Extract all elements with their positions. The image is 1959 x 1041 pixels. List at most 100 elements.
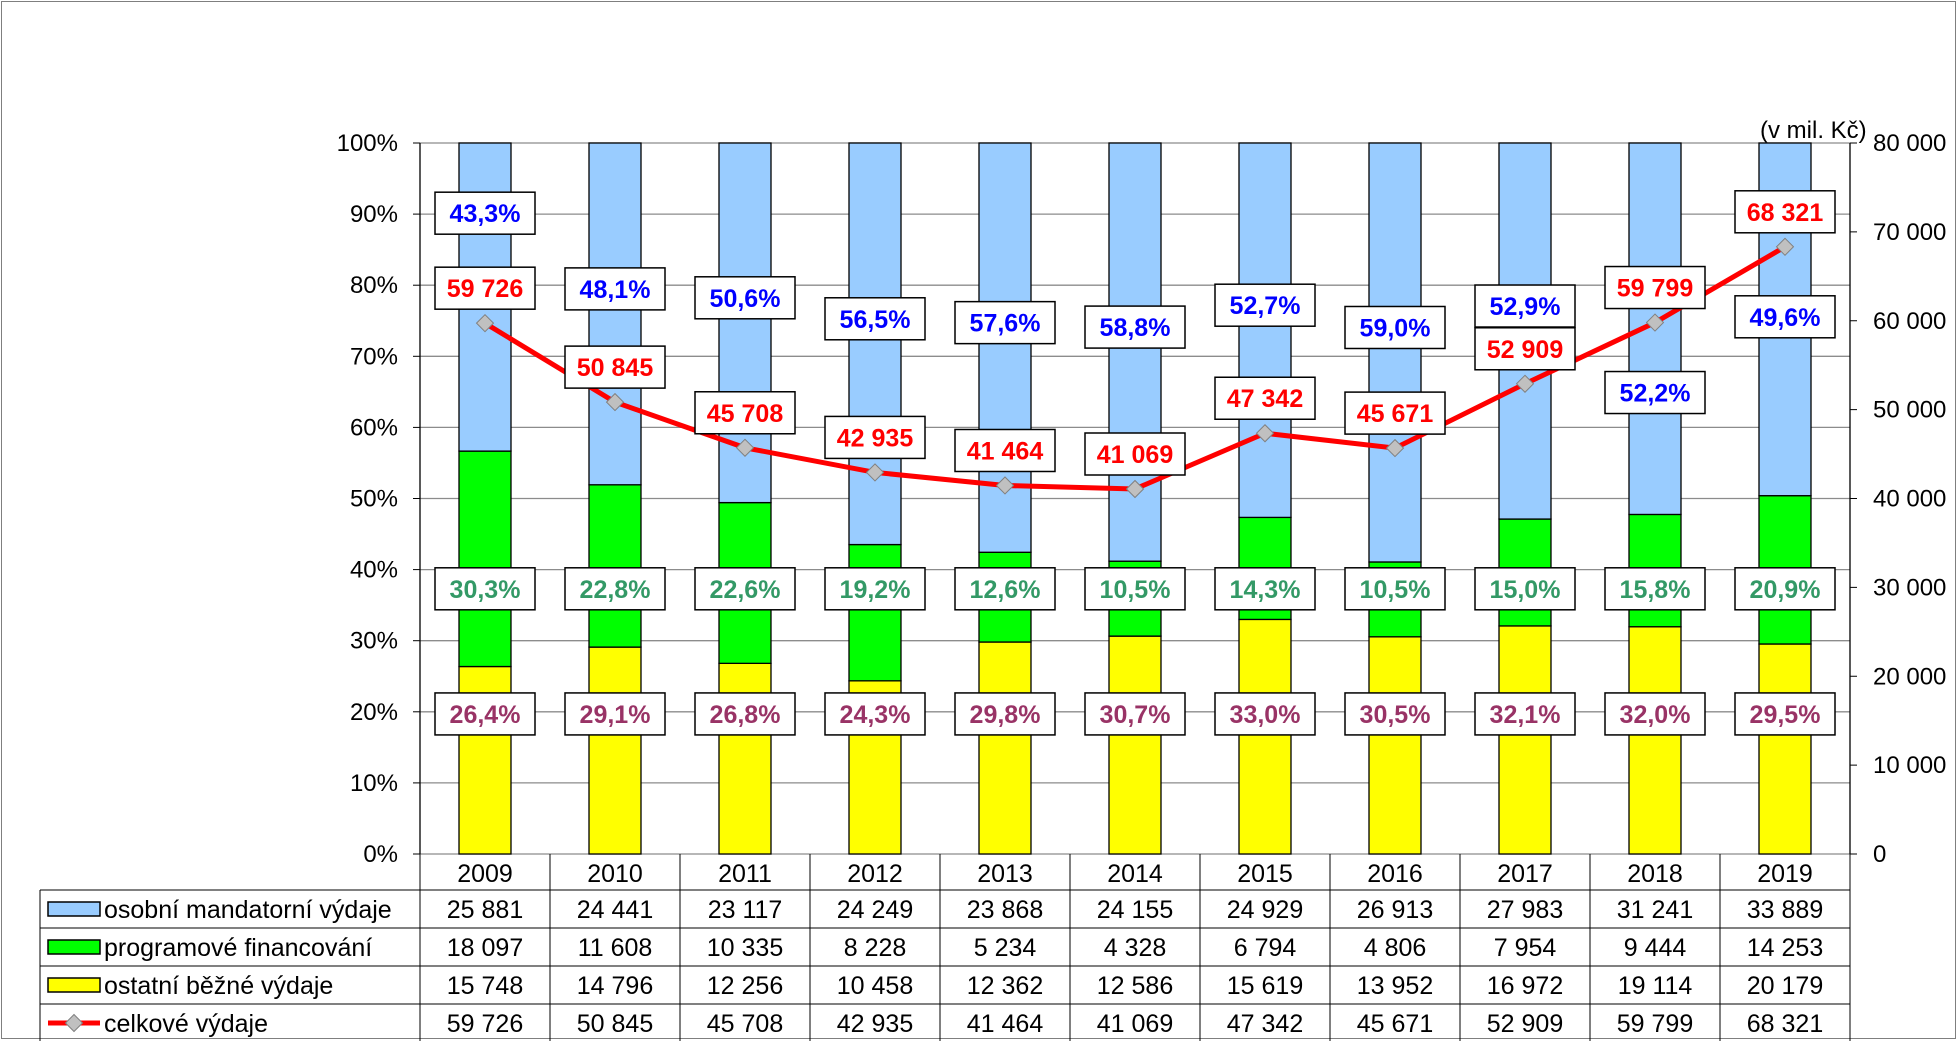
line-point (475, 313, 495, 333)
table-cell: 19 114 (1618, 972, 1693, 1000)
table-cell: 23 868 (967, 896, 1043, 924)
line-value-label-box (434, 266, 536, 310)
percent-label-program-box (824, 567, 926, 611)
bar-segment (1238, 618, 1292, 855)
table-cell: 52 909 (1487, 1010, 1563, 1038)
category-label: 2010 (587, 860, 643, 888)
percent-label-ostatni-box (434, 692, 536, 736)
line-value-label: 45 708 (707, 400, 784, 428)
right-axis-tick-label: 30 000 (1873, 574, 1946, 601)
legend-label: celkové výdaje (104, 1010, 268, 1038)
table-cell: 5 234 (974, 934, 1037, 962)
table-cell: 25 881 (447, 896, 523, 924)
percent-label-program: 22,8% (580, 576, 651, 604)
category-label: 2012 (847, 860, 903, 888)
percent-label-ostatni: 29,8% (970, 701, 1041, 729)
line-value-label-box (1604, 265, 1706, 310)
percent-label-osobni: 56,5% (840, 306, 911, 334)
right-axis-tick-label: 80 000 (1873, 130, 1946, 157)
line-value-label-box (954, 428, 1056, 473)
table-cell: 14 253 (1747, 934, 1823, 962)
percent-label-osobni-box (954, 300, 1056, 345)
percent-label-program: 20,9% (1750, 576, 1821, 604)
percent-label-ostatni: 29,5% (1750, 701, 1821, 729)
line-value-label: 68 321 (1747, 199, 1824, 227)
percent-label-program: 12,6% (970, 576, 1041, 604)
table-cell: 42 935 (837, 1010, 913, 1038)
percent-label-osobni: 58,8% (1100, 314, 1171, 342)
table-cell: 45 708 (707, 1010, 783, 1038)
percent-label-osobni-box (1344, 305, 1446, 350)
line-value-label: 41 069 (1097, 441, 1173, 469)
table-cell: 45 671 (1357, 1010, 1433, 1038)
category-label: 2016 (1367, 860, 1423, 888)
line-point (1125, 479, 1145, 499)
percent-label-ostatni-box (1734, 692, 1836, 736)
right-axis-tick-label: 10 000 (1873, 752, 1946, 779)
bar-segment (1108, 635, 1162, 855)
percent-label-osobni: 52,9% (1490, 293, 1561, 321)
percent-label-ostatni: 30,5% (1360, 701, 1431, 729)
bar-segment (978, 641, 1032, 855)
left-axis-tick-label: 0% (363, 841, 398, 868)
percent-label-program: 15,0% (1490, 576, 1561, 604)
right-axis-tick-label: 70 000 (1873, 219, 1946, 246)
table-cell: 14 796 (577, 972, 653, 1000)
bar-segment (588, 484, 642, 648)
left-axis-tick-label: 40% (350, 557, 398, 584)
percent-label-program: 14,3% (1230, 576, 1301, 604)
table-cell: 12 362 (967, 972, 1043, 1000)
left-axis-tick-label: 80% (350, 272, 398, 299)
table-cell: 6 794 (1234, 934, 1297, 962)
table-cell: 4 806 (1364, 934, 1427, 962)
percent-label-program-box (434, 567, 536, 611)
right-axis-tick-label: 50 000 (1873, 397, 1946, 424)
category-label: 2017 (1497, 860, 1553, 888)
legend-key (47, 977, 101, 993)
legend-key (47, 901, 101, 917)
line-point (1255, 424, 1275, 443)
table-cell: 27 983 (1487, 896, 1563, 924)
table-cell: 12 256 (707, 972, 783, 1000)
table-cell: 15 748 (447, 972, 523, 1000)
bar-segment (588, 142, 642, 486)
table-cell: 20 179 (1747, 972, 1823, 1000)
bar-segment (1368, 636, 1422, 855)
table-cell: 31 241 (1617, 896, 1693, 924)
line-value-label-box (1084, 432, 1186, 476)
percent-label-ostatni-box (824, 692, 926, 736)
left-axis-tick-label: 90% (350, 201, 398, 228)
percent-label-ostatni: 24,3% (840, 701, 911, 729)
percent-label-ostatni: 33,0% (1230, 701, 1301, 729)
percent-label-ostatni-box (954, 692, 1056, 736)
bar-segment (458, 450, 512, 668)
percent-label-ostatni: 26,4% (450, 701, 521, 729)
percent-label-program-box (1734, 567, 1836, 611)
bar-segment (848, 142, 902, 546)
bar-segment (1108, 142, 1162, 562)
percent-label-osobni: 57,6% (970, 310, 1041, 338)
percent-label-program: 15,8% (1620, 576, 1691, 604)
category-label: 2013 (977, 860, 1033, 888)
line-value-label-box (1734, 190, 1836, 234)
percent-label-program: 10,5% (1100, 576, 1171, 604)
table-cell: 33 889 (1747, 896, 1823, 924)
percent-label-ostatni: 32,0% (1620, 701, 1691, 729)
bar-segment (1368, 142, 1422, 563)
percent-label-osobni-box (564, 267, 666, 311)
left-axis-tick-label: 100% (337, 130, 398, 157)
category-label: 2015 (1237, 860, 1293, 888)
percent-label-ostatni: 32,1% (1490, 701, 1561, 729)
percent-label-program-box (564, 567, 666, 611)
line-value-label-box (694, 391, 796, 435)
percent-label-ostatni-box (1214, 692, 1316, 736)
right-axis-tick-label: 20 000 (1873, 663, 1946, 690)
line-value-label: 45 671 (1357, 400, 1434, 428)
percent-label-osobni: 48,1% (580, 276, 651, 304)
table-cell: 41 464 (967, 1010, 1044, 1038)
category-label: 2009 (457, 860, 513, 888)
line-value-label: 42 935 (837, 424, 914, 452)
bar-segment (1498, 625, 1552, 855)
line-value-label-box (1474, 327, 1576, 371)
percent-label-osobni: 49,6% (1750, 304, 1821, 332)
